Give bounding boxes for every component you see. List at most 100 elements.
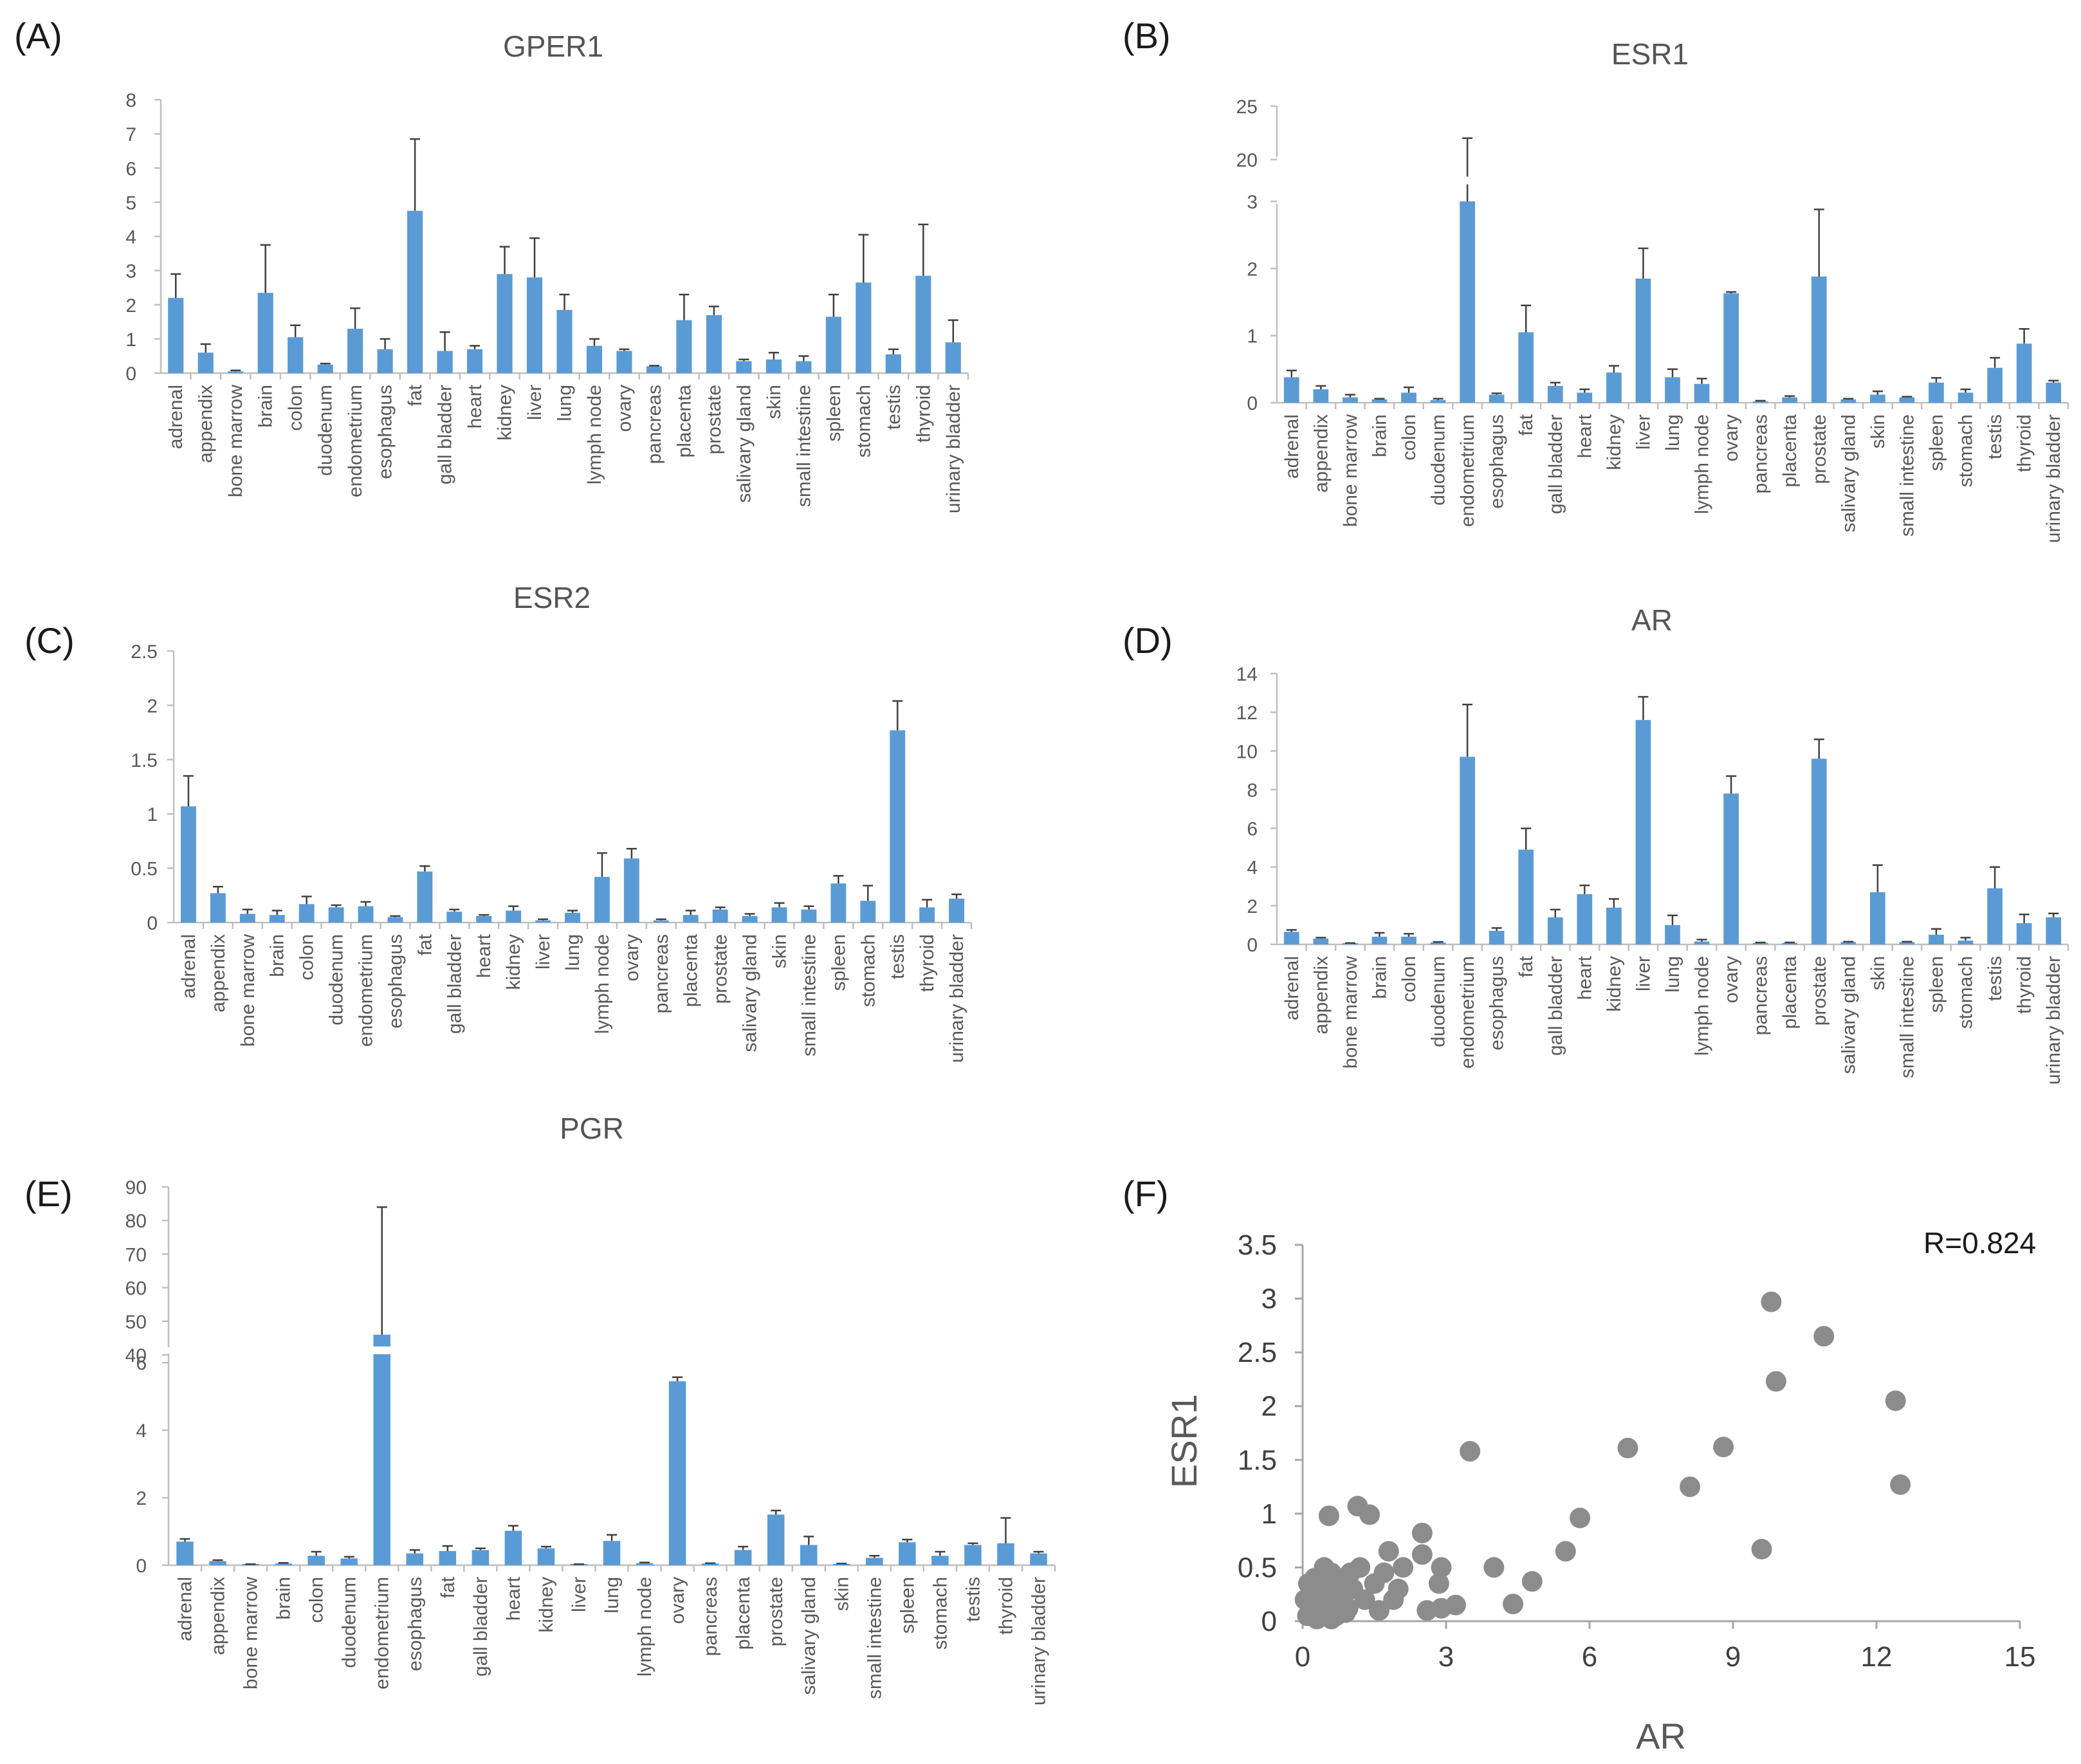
y-tick-label: 90 <box>125 1177 147 1199</box>
scatter-point <box>1428 1573 1449 1594</box>
category-label: skin <box>769 934 790 968</box>
category-label: lung <box>1662 414 1683 451</box>
category-label: appendix <box>208 934 229 1013</box>
bar-prostate <box>1811 276 1827 403</box>
category-label: small intestine <box>793 385 814 507</box>
category-label: thyroid <box>995 1577 1016 1635</box>
category-label: thyroid <box>917 934 938 992</box>
panel-c-letter: (C) <box>24 620 75 661</box>
y-tick-label: 3 <box>1261 1283 1277 1315</box>
category-label: urinary bladder <box>1028 1577 1049 1705</box>
panel-e-title: PGR <box>560 1112 624 1145</box>
bar-placenta <box>676 320 692 373</box>
bar-spleen <box>1929 382 1944 403</box>
bar-stomach <box>1957 940 1974 944</box>
y-tick-label: 3 <box>1247 192 1258 213</box>
scatter-point <box>1713 1437 1734 1458</box>
category-label: esophagus <box>375 385 396 479</box>
category-label: ovary <box>614 385 635 432</box>
category-label: stomach <box>1956 414 1977 487</box>
bar-gall-bladder <box>437 351 453 373</box>
bar-placenta <box>734 1550 752 1565</box>
bar-adrenal <box>1283 932 1299 944</box>
scatter-point <box>1751 1539 1772 1560</box>
category-label: pancreas <box>700 1577 721 1656</box>
bar-spleen <box>899 1542 916 1565</box>
category-label: heart <box>1574 414 1595 458</box>
panel-f-letter: (F) <box>1123 1173 1169 1214</box>
bar-lymph-node <box>586 345 603 373</box>
category-label: heart <box>473 933 495 978</box>
y-tick-label: 4 <box>1247 858 1258 879</box>
panel-c-plot: 0 0.5 1 1.5 2 2.5 adrenal appendix bone marrow br… <box>131 641 973 1063</box>
panel-b-plot: 0 1 2 3 20 25 adrenal appendix bone marrow brain c… <box>1236 96 2069 543</box>
scatter-point <box>1364 1573 1385 1594</box>
panel-e: (E) PGR 0 2 4 640 50 60 70 80 90 adrenal appendix b… <box>24 1112 1056 1705</box>
bar-lung <box>565 912 580 923</box>
category-label: stomach <box>930 1577 951 1649</box>
scatter-point <box>1393 1557 1414 1578</box>
y-tick-label: 14 <box>1236 664 1258 685</box>
category-label: gall bladder <box>435 385 456 484</box>
panel-b-title: ESR1 <box>1611 37 1689 71</box>
bar-thyroid <box>2016 923 2032 944</box>
y-tick-label: 1 <box>1261 1498 1277 1530</box>
y-tick-label: 1 <box>125 329 136 351</box>
category-label: endometrium <box>1457 414 1478 527</box>
bar-pancreas <box>653 920 669 923</box>
bar-fat <box>407 210 423 373</box>
panel-d: (D) AR 0 2 4 6 8 10 12 14 adrenal appendix bone ma… <box>1123 603 2069 1085</box>
bar-lymph-node <box>1694 383 1710 403</box>
bar-appendix <box>197 353 214 373</box>
category-label: small intestine <box>1896 956 1918 1078</box>
bar-brain <box>1371 399 1388 403</box>
y-tick-label: 2.5 <box>1238 1337 1277 1368</box>
bar-skin <box>771 907 787 923</box>
bar-adrenal <box>168 298 184 373</box>
panel-a: (A) GPER1 0 1 2 3 4 5 6 7 8 adrenal appendix bone m… <box>14 15 969 513</box>
category-label: appendix <box>196 385 217 463</box>
bar-thyroid <box>2016 344 2032 403</box>
category-label: kidney <box>503 934 524 990</box>
bar-fat <box>1518 849 1534 944</box>
panel-a-title: GPER1 <box>503 30 603 63</box>
y-tick-label: 1.5 <box>1238 1444 1277 1476</box>
bar-brain <box>1371 936 1388 944</box>
bar-ovary <box>668 1381 686 1565</box>
category-label: urinary bladder <box>2043 414 2064 543</box>
panel-f: (F) R=0.824 AR ESR1 0 3 6 9 12 15 0 0.5 1 1.5 2 2.5… <box>1123 1173 2036 1756</box>
category-label: lung <box>555 385 576 421</box>
y-tick-label: 3.5 <box>1238 1229 1277 1261</box>
y-tick-label: 1 <box>1247 326 1258 347</box>
category-label: colon <box>306 1577 327 1623</box>
category-label: endometrium <box>356 934 377 1047</box>
category-label: brain <box>273 1577 295 1620</box>
category-label: heart <box>503 1576 524 1621</box>
category-label: adrenal <box>1281 414 1303 479</box>
bar-urinary-bladder <box>1030 1553 1047 1565</box>
bar-esophagus <box>1489 930 1505 944</box>
category-label: bone marrow <box>225 385 246 497</box>
y-tick-label: 2 <box>1261 1391 1277 1422</box>
category-label: brain <box>1369 956 1390 999</box>
bar-brain <box>257 293 273 373</box>
panel-e-plot: 0 2 4 640 50 60 70 80 90 adrenal appendix bone marr… <box>125 1177 1056 1705</box>
y-tick-label: 0.5 <box>1238 1552 1277 1583</box>
bar-bone-marrow <box>228 371 244 373</box>
category-label: liver <box>524 385 545 420</box>
category-label: esophagus <box>1487 414 1508 509</box>
scatter-point <box>1297 1573 1319 1594</box>
bar-esophagus <box>406 1553 424 1565</box>
bar-thyroid <box>919 907 935 923</box>
bar-gall-bladder <box>446 912 463 923</box>
category-label: endometrium <box>1457 956 1478 1069</box>
bar-skin <box>832 1563 850 1565</box>
category-label: placenta <box>733 1577 754 1650</box>
bar-pancreas <box>1752 401 1768 403</box>
category-label: heart <box>1574 955 1595 1000</box>
category-label: bone marrow <box>1340 956 1361 1069</box>
category-label: spleen <box>897 1577 918 1633</box>
category-label: prostate <box>704 385 725 454</box>
category-label: duodenum <box>339 1577 360 1668</box>
bar-appendix <box>1313 938 1329 944</box>
